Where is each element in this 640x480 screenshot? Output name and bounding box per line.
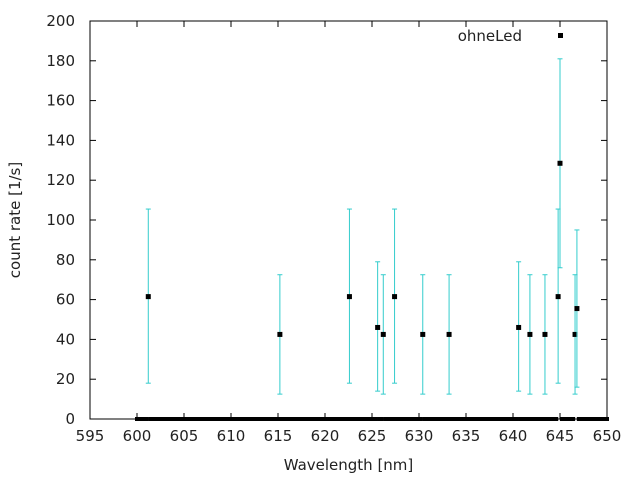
data-point (555, 294, 561, 300)
data-point (375, 324, 381, 330)
data-point (420, 331, 426, 337)
legend-label: ohneLed (458, 27, 522, 45)
x-tick-label: 605 (170, 427, 199, 445)
x-tick-label: 620 (311, 427, 340, 445)
y-tick-label: 20 (56, 370, 75, 388)
data-point (446, 331, 452, 337)
x-tick-label: 600 (123, 427, 152, 445)
x-tick-label: 630 (405, 427, 434, 445)
y-axis-label: count rate [1/s] (6, 162, 24, 278)
data-point (527, 331, 533, 337)
x-tick-label: 615 (264, 427, 293, 445)
y-tick-label: 0 (65, 410, 75, 428)
data-point (277, 331, 283, 337)
legend-marker (558, 33, 563, 38)
data-point (380, 331, 386, 337)
data-point (557, 160, 563, 166)
y-tick-label: 140 (46, 131, 75, 149)
y-tick-label: 60 (56, 291, 75, 309)
x-tick-label: 650 (593, 427, 622, 445)
data-point (145, 294, 151, 300)
y-tick-label: 80 (56, 251, 75, 269)
y-tick-label: 100 (46, 211, 75, 229)
y-tick-label: 40 (56, 330, 75, 348)
x-tick-label: 595 (76, 427, 105, 445)
y-tick-label: 160 (46, 92, 75, 110)
x-tick-label: 610 (217, 427, 246, 445)
y-tick-label: 120 (46, 171, 75, 189)
axis-ticks: 595 600 605 610 615 620 625 630 635 640 645 650 0 20 4… (46, 12, 621, 445)
x-tick-label: 625 (358, 427, 387, 445)
x-tick-label: 645 (546, 427, 575, 445)
data-point (572, 331, 578, 337)
data-point (346, 294, 352, 300)
y-tick-label: 180 (46, 52, 75, 70)
data-point (574, 306, 580, 312)
x-tick-label: 635 (452, 427, 481, 445)
y-tick-label: 200 (46, 12, 75, 30)
x-tick-label: 640 (499, 427, 528, 445)
data-point (516, 324, 522, 330)
data-point (542, 331, 548, 337)
data-point (392, 294, 398, 300)
legend: ohneLed (458, 27, 563, 45)
x-axis-label: Wavelength [nm] (284, 456, 414, 474)
